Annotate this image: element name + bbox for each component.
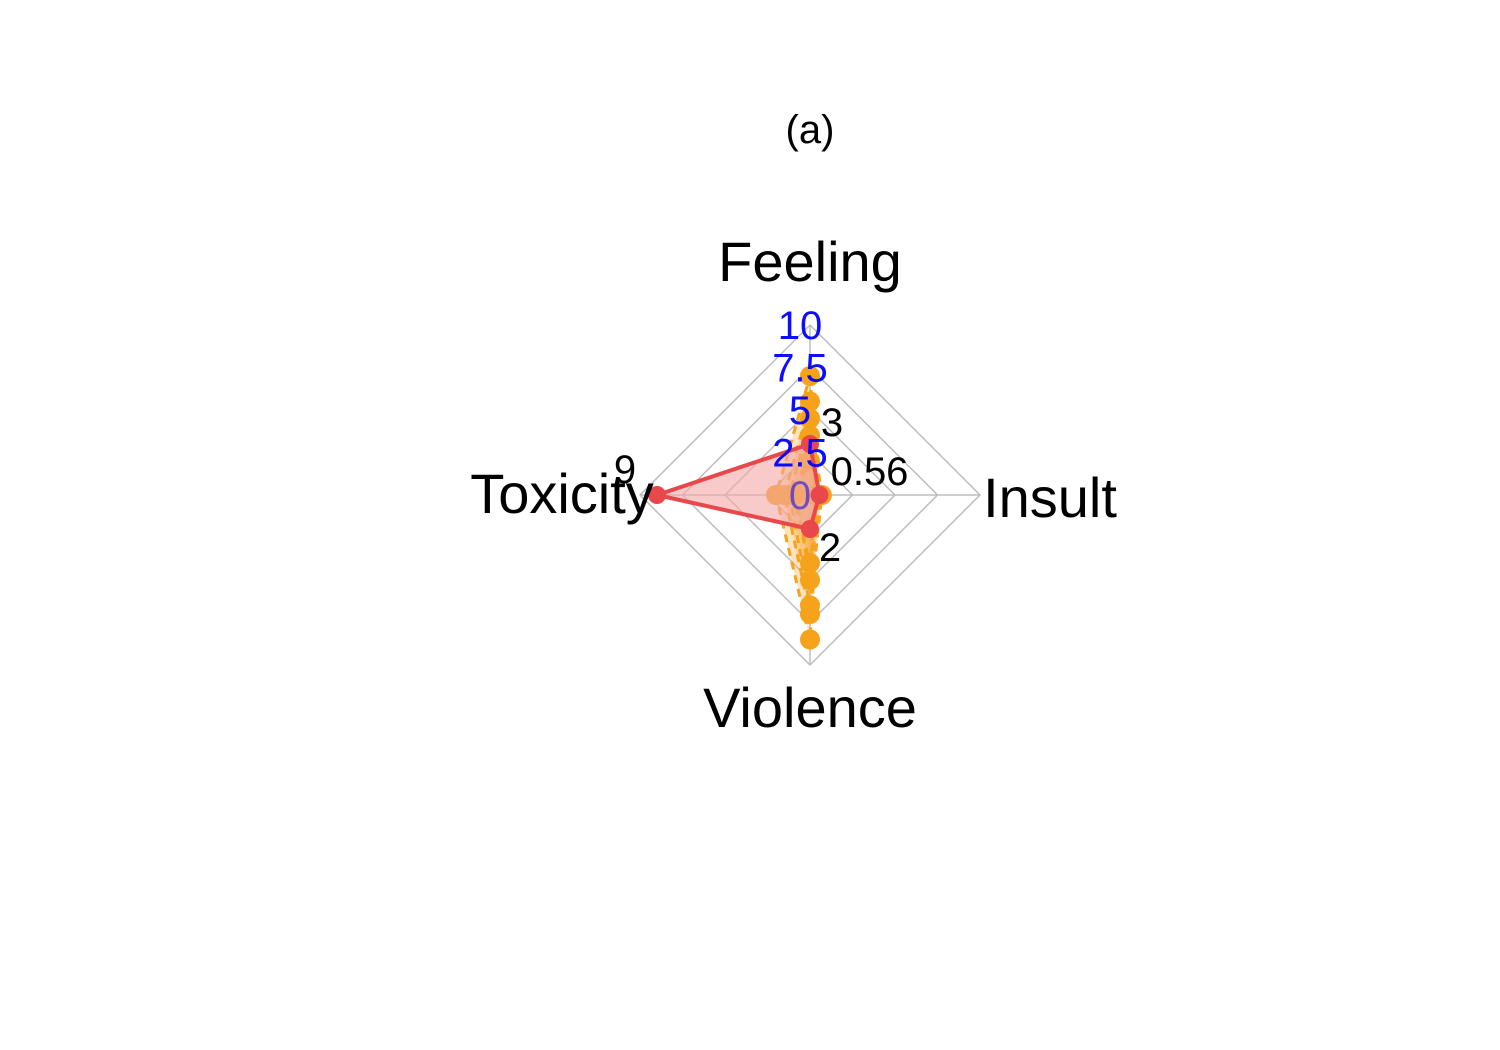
series-point: [800, 366, 820, 386]
axis-label: Violence: [703, 676, 917, 739]
series-point: [800, 629, 820, 650]
series-point: [801, 435, 819, 453]
series-point: [810, 486, 829, 504]
ring-label: 10: [778, 304, 823, 348]
radar-series: [648, 366, 832, 650]
data-label: 0.56: [831, 450, 909, 494]
series-point: [800, 408, 820, 429]
series-point: [800, 553, 820, 573]
data-label: 9: [614, 448, 636, 492]
series-point: [801, 520, 819, 538]
chart-title: (a): [786, 108, 835, 152]
series-point: [800, 391, 820, 412]
series-point: [800, 595, 820, 616]
ring-label: 7.5: [772, 347, 828, 391]
series-point: [800, 570, 820, 590]
ring-label: 5: [789, 389, 811, 433]
data-label: 2: [819, 526, 841, 570]
ring-label: 2.5: [772, 432, 828, 476]
radar-labels: 02.557.510 3 0.56 2 9 Feeling Insult Violence To…: [470, 230, 1117, 739]
axis-label: Insult: [983, 466, 1117, 529]
data-label: 3: [821, 401, 843, 445]
series-point: [648, 486, 666, 504]
axis-label: Toxicity: [470, 462, 654, 525]
axis-label: Feeling: [718, 230, 902, 293]
ring-label: 0: [789, 474, 811, 518]
